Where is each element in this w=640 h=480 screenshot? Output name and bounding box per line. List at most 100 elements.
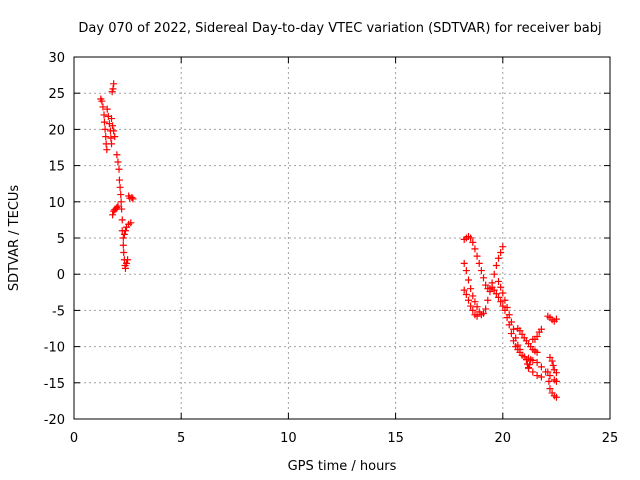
data-point [108,115,116,123]
data-point [473,303,481,311]
data-point [469,292,477,300]
data-point [512,334,520,342]
x-tick-label: 25 [602,431,619,446]
data-point [484,296,492,304]
data-point [114,202,122,210]
data-point [505,311,513,319]
data-point [117,198,125,206]
data-point [467,234,475,242]
data-point [537,363,545,371]
x-tick-label: 0 [70,431,78,446]
data-point [118,205,126,213]
data-point [471,245,479,253]
data-point [477,267,485,275]
data-point [467,302,475,310]
data-point [546,353,554,361]
data-point [533,359,541,367]
data-point [552,377,560,385]
data-point [111,133,119,141]
data-point [108,140,116,148]
data-point [107,134,115,142]
y-tick-label: -10 [44,341,65,356]
data-point [507,318,515,326]
data-point [507,330,515,338]
data-point [490,286,498,294]
data-point [533,332,541,340]
data-point [113,204,121,212]
data-point [552,393,560,401]
data-point [492,290,500,298]
data-point [480,274,488,282]
data-point [464,296,472,304]
data-point [499,302,507,310]
grid-lines [74,57,610,419]
data-point [473,252,481,260]
data-point [544,368,552,376]
data-point [118,216,126,224]
data-point [129,195,137,203]
data-point [537,373,545,381]
data-point [471,298,479,306]
data-point [525,364,533,372]
data-point [98,97,106,105]
data-point [473,312,481,320]
data-point [115,165,123,173]
data-point [127,219,135,227]
y-tick-label: 25 [48,87,65,102]
data-point [514,341,522,349]
data-point [103,105,111,113]
data-point [119,234,127,242]
x-tick-label: 20 [495,431,512,446]
data-point [527,356,535,364]
data-point [546,385,554,393]
data-point [113,151,121,159]
data-point [490,270,498,278]
data-point [488,279,496,287]
y-tick-label: 20 [48,123,65,138]
data-point [518,330,526,338]
data-point [482,281,490,289]
y-tick-label: 5 [57,232,65,247]
data-point [495,293,503,301]
data-point [486,288,494,296]
data-point [546,372,554,380]
data-point [526,361,534,369]
data-point [497,248,505,256]
data-point [533,372,541,380]
data-point [116,183,124,191]
y-tick-label: 15 [48,160,65,175]
y-tick-label: 10 [48,196,65,211]
data-point [501,296,509,304]
data-point [109,85,117,93]
data-point [469,238,477,246]
data-point [114,158,122,166]
y-tick-label: 0 [57,268,65,283]
data-point [100,111,108,119]
data-point [549,361,557,369]
data-point [464,276,472,284]
data-point [102,133,110,141]
data-point [499,289,507,297]
x-axis-title: GPS time / hours [288,459,397,474]
data-point [101,125,109,133]
axis-ticks: 0 5 10 15 20 25 -20 -15 -10 -5 0 5 10 15 20 25 30 [44,51,619,446]
y-tick-label: 30 [48,51,65,66]
data-point [503,304,511,312]
data-point [497,298,505,306]
y-axis-title: SDTVAR / TECUs [7,185,22,292]
data-point [462,290,470,298]
data-point [552,369,560,377]
data-point [516,345,524,353]
data-point [516,327,524,335]
data-point [110,80,118,88]
data-point [100,118,108,126]
data-point [124,256,132,264]
data-point [492,262,500,270]
data-point [552,315,560,323]
data-point [121,227,129,235]
data-point [529,368,537,376]
data-point [99,103,107,111]
data-point [495,277,503,285]
y-tick-label: -15 [44,377,65,392]
